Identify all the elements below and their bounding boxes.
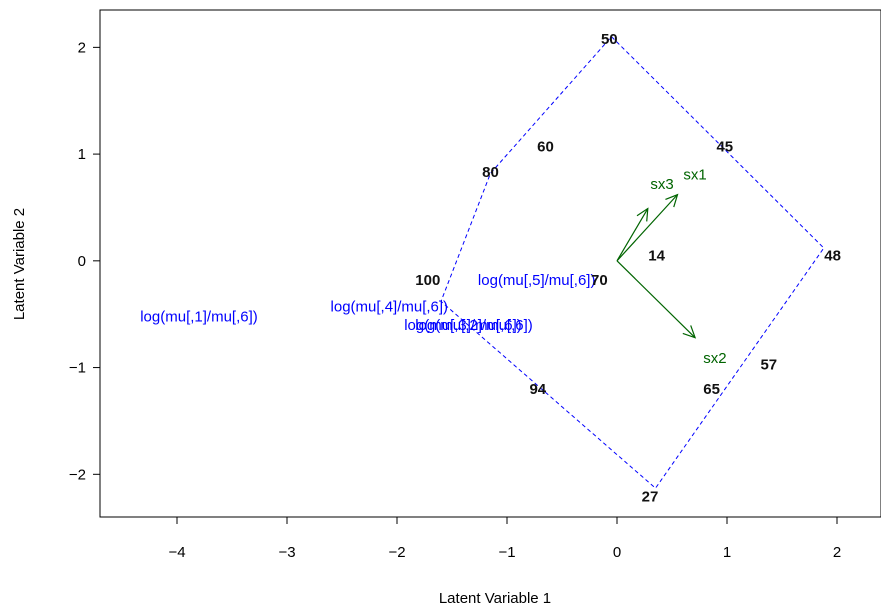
x-tick-label: 2: [833, 544, 841, 561]
x-tick-label: 1: [723, 544, 731, 561]
arrow-head: [636, 207, 649, 222]
x-tick-label: −4: [168, 544, 185, 561]
x-axis: −4 −3 −2 −1 0 1 2: [168, 517, 841, 561]
x-tick-label: −3: [278, 544, 295, 561]
site-point-label: 94: [529, 381, 546, 398]
x-tick-label: 0: [613, 544, 621, 561]
site-point-label: 70: [591, 272, 608, 289]
convex-hull: [440, 36, 825, 489]
response-label: log(mu[,4]/mu[,6]): [331, 299, 449, 316]
plot-frame: [99, 9, 881, 518]
arrow-head: [665, 193, 679, 208]
response-labels: log(mu[,1]/mu[,6])log(mu[,4]/mu[,6])log(…: [140, 272, 595, 334]
site-point-label: 57: [760, 356, 777, 373]
hull-layer: [440, 36, 825, 489]
response-label: log(mu[,2]/mu[,6]): [415, 317, 533, 334]
x-axis-label: Latent Variable 1: [439, 590, 551, 607]
arrow-label: sx1: [683, 166, 706, 183]
site-points: 50 45 60 80 14 48 100 70 57 94 65 27: [415, 31, 841, 506]
y-tick-label: 0: [78, 253, 86, 270]
site-point-label: 100: [415, 272, 440, 289]
y-tick-label: 1: [78, 146, 86, 163]
arrow-head: [682, 325, 697, 339]
x-tick-label: −2: [388, 544, 405, 561]
site-point-label: 14: [648, 247, 665, 264]
arrow-label: sx2: [703, 350, 726, 367]
arrow-label: sx3: [650, 176, 673, 193]
y-axis-label: Latent Variable 2: [11, 208, 28, 320]
x-tick-label: −1: [498, 544, 515, 561]
site-point-label: 80: [482, 164, 499, 181]
site-point-label: 45: [716, 139, 733, 156]
site-point-label: 65: [703, 381, 720, 398]
response-label: log(mu[,1]/mu[,6]): [140, 308, 258, 325]
y-tick-label: −2: [69, 466, 86, 483]
site-point-label: 60: [537, 139, 554, 156]
predictor-arrows: sx1 sx2 sx3: [616, 166, 727, 367]
y-tick-label: −1: [69, 360, 86, 377]
site-point-label: 50: [601, 31, 618, 48]
response-label: log(mu[,5]/mu[,6]): [478, 272, 596, 289]
y-axis: −2 −1 0 1 2: [69, 39, 100, 483]
arrow-shaft: [616, 194, 678, 262]
site-point-label: 48: [824, 247, 841, 264]
site-point-label: 27: [642, 489, 659, 506]
arrow-shaft: [616, 260, 696, 339]
arrow-shaft: [616, 208, 649, 262]
y-tick-label: 2: [78, 39, 86, 56]
response-label: log(mu[,3]/mu[,6]): [404, 317, 522, 334]
